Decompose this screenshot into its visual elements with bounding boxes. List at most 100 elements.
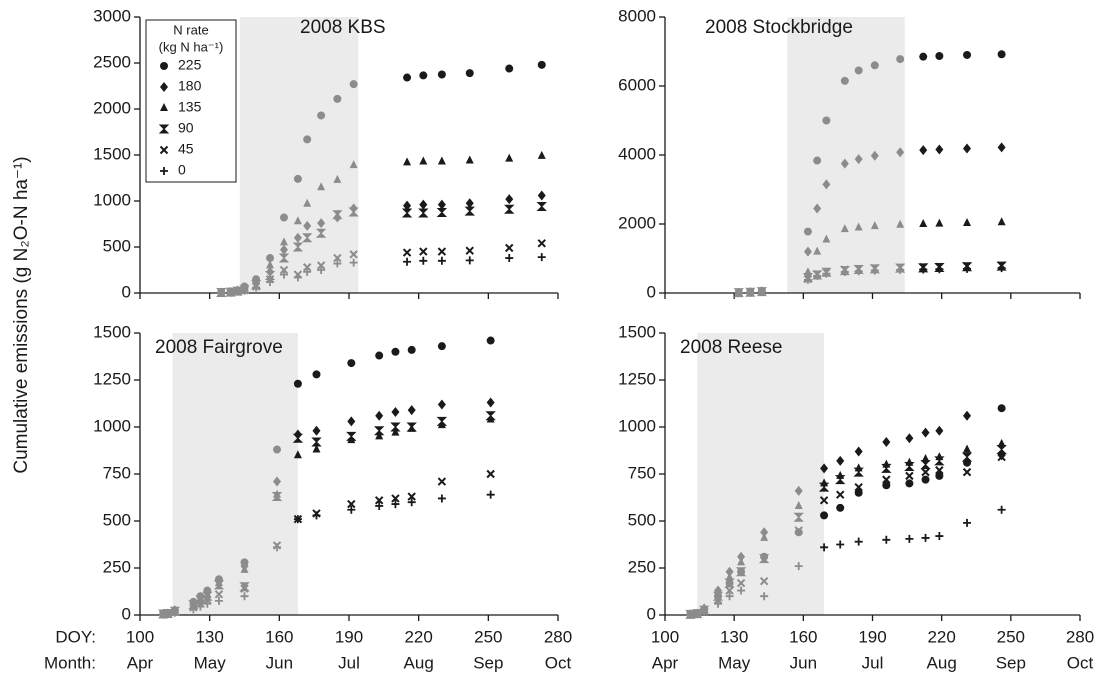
marker-plus: [963, 264, 972, 273]
marker-bowtie: [418, 208, 429, 218]
marker-plus: [537, 253, 546, 262]
legend-label: 135: [178, 99, 202, 115]
legend-label: 225: [178, 57, 202, 73]
marker-diamond: [303, 220, 312, 231]
y-tick-label: 2000: [618, 213, 656, 232]
marker-plus: [347, 505, 356, 514]
marker-bowtie: [401, 208, 413, 218]
marker-plus: [820, 543, 829, 552]
month-label: Jun: [790, 653, 817, 672]
marker-plus: [896, 265, 905, 274]
marker-plus: [240, 592, 249, 601]
month-label: Jun: [266, 653, 293, 672]
x-tick-label: 130: [195, 627, 223, 646]
marker-diamond: [437, 199, 446, 210]
marker-plus: [196, 602, 205, 611]
y-tick-label: 6000: [618, 75, 656, 94]
marker-plus: [854, 267, 863, 276]
y-tick-label: 1000: [93, 416, 131, 435]
panel-title: 2008 Stockbridge: [705, 17, 853, 38]
marker-plus: [160, 167, 168, 175]
marker-plus: [437, 256, 446, 265]
y-tick-label: 750: [628, 463, 656, 482]
marker-circle: [963, 50, 972, 59]
marker-triangle: [333, 174, 342, 183]
marker-plus: [266, 277, 275, 286]
marker-x: [537, 239, 546, 248]
marker-x: [486, 469, 495, 479]
marker-plus: [312, 511, 321, 520]
marker-plus: [935, 532, 944, 541]
legend-label: 90: [178, 120, 194, 136]
marker-bowtie: [436, 208, 448, 217]
marker-diamond: [840, 158, 849, 169]
y-tick-label: 3000: [93, 6, 131, 25]
marker-triangle: [997, 217, 1006, 226]
marker-diamond: [347, 416, 356, 427]
x-tick-label: 190: [335, 627, 363, 646]
marker-x: [437, 247, 447, 256]
marker-x: [159, 145, 169, 155]
marker-circle: [293, 379, 302, 388]
marker-bowtie: [292, 433, 304, 443]
marker-plus: [233, 287, 242, 296]
month-label: Apr: [127, 653, 154, 672]
marker-plus: [757, 287, 766, 296]
marker-bowtie: [853, 467, 864, 477]
marker-diamond: [760, 527, 769, 538]
marker-bowtie: [373, 426, 385, 436]
legend-title: (kg N ha⁻¹): [159, 39, 224, 54]
marker-x: [505, 243, 514, 253]
marker-plus: [293, 515, 302, 524]
x-tick-label: 220: [404, 627, 432, 646]
marker-triangle: [725, 572, 734, 581]
marker-bowtie: [961, 452, 973, 462]
marker-diamond: [737, 551, 746, 562]
marker-plus: [686, 610, 695, 619]
marker-diamond: [312, 425, 321, 436]
marker-circle: [347, 359, 356, 368]
marker-plus: [349, 258, 358, 267]
marker-plus: [746, 288, 755, 297]
marker-triangle: [391, 427, 400, 436]
marker-circle: [160, 62, 168, 70]
marker-diamond: [465, 198, 474, 209]
marker-x: [374, 496, 384, 505]
marker-x: [437, 477, 447, 486]
marker-plus: [905, 534, 914, 543]
marker-plus: [437, 494, 446, 503]
y-tick-label: 500: [628, 510, 656, 529]
marker-diamond: [403, 200, 412, 211]
shaded-period: [239, 17, 359, 293]
marker-plus: [794, 562, 803, 571]
marker-diamond: [375, 410, 384, 421]
marker-triangle: [822, 234, 831, 243]
marker-diamond: [794, 485, 803, 496]
marker-plus: [725, 592, 734, 601]
marker-triangle: [419, 156, 428, 165]
marker-x: [419, 247, 428, 256]
x-tick-label: 250: [997, 627, 1025, 646]
marker-bowtie: [934, 456, 945, 466]
shaded-period: [787, 17, 905, 293]
marker-diamond: [505, 194, 514, 205]
marker-circle: [293, 174, 302, 183]
month-label: Aug: [927, 653, 957, 672]
month-label: Apr: [652, 653, 679, 672]
marker-plus: [803, 275, 812, 284]
marker-bowtie: [818, 482, 830, 492]
month-label: Oct: [545, 653, 572, 672]
marker-circle: [854, 488, 863, 497]
marker-bowtie: [315, 228, 327, 238]
y-tick-label: 500: [103, 510, 131, 529]
marker-circle: [822, 116, 831, 125]
shaded-period: [172, 333, 298, 615]
y-tick-label: 1250: [93, 369, 131, 388]
legend-box: [145, 19, 237, 183]
marker-bowtie: [213, 580, 225, 590]
marker-circle: [870, 61, 879, 70]
marker-triangle: [437, 156, 446, 165]
marker-bowtie: [758, 554, 770, 564]
marker-x: [905, 471, 914, 481]
marker-bowtie: [390, 422, 401, 432]
